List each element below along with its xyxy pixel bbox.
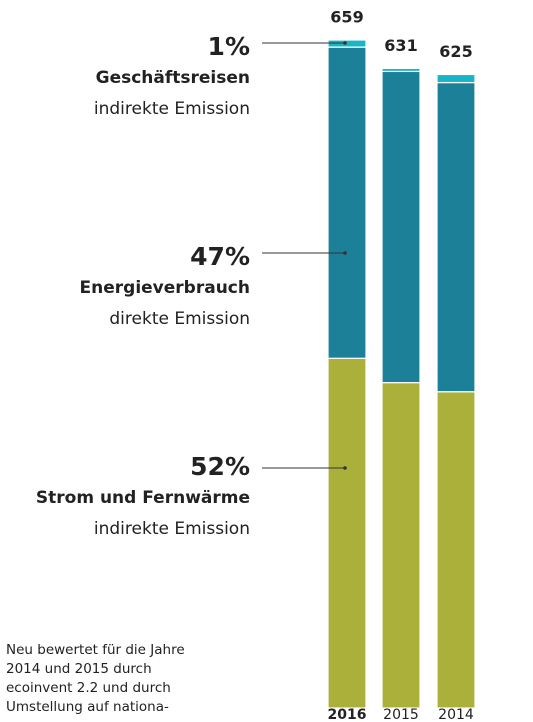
series-name: Strom und Fernwärme bbox=[36, 488, 250, 508]
x-tick-label: 2014 bbox=[438, 707, 474, 722]
share-label: 47% bbox=[190, 242, 250, 271]
leader-dot bbox=[343, 466, 347, 470]
bar-segment bbox=[436, 73, 476, 84]
footnote: Umstellung auf nationa- bbox=[6, 699, 169, 715]
bar-segment bbox=[436, 391, 476, 709]
bar-segment bbox=[327, 39, 367, 48]
total-label: 631 bbox=[384, 36, 417, 55]
series-note: direkte Emission bbox=[109, 309, 250, 329]
x-tick-label: 2015 bbox=[383, 707, 419, 722]
share-label: 52% bbox=[190, 452, 250, 481]
bar-segment bbox=[327, 357, 367, 709]
bar-segment bbox=[381, 382, 421, 709]
series-name: Energieverbrauch bbox=[80, 278, 250, 298]
bar-segment bbox=[327, 46, 367, 359]
series-note: indirekte Emission bbox=[94, 99, 250, 119]
leader-dot bbox=[343, 41, 347, 45]
series-name: Geschäftsreisen bbox=[96, 68, 250, 88]
x-tick-label: 2016 bbox=[328, 707, 367, 722]
bar-segment bbox=[381, 70, 421, 384]
series-note: indirekte Emission bbox=[94, 519, 250, 539]
bar-segment bbox=[436, 81, 476, 393]
bar-segment bbox=[381, 67, 421, 73]
total-label: 659 bbox=[330, 8, 363, 27]
footnote: ecoinvent 2.2 und durch bbox=[6, 680, 171, 696]
total-label: 625 bbox=[439, 42, 472, 61]
footnote: Neu bewertet für die Jahre bbox=[6, 642, 185, 658]
footnote: 2014 und 2015 durch bbox=[6, 661, 152, 677]
leader-dot bbox=[343, 251, 347, 255]
share-label: 1% bbox=[208, 32, 250, 61]
